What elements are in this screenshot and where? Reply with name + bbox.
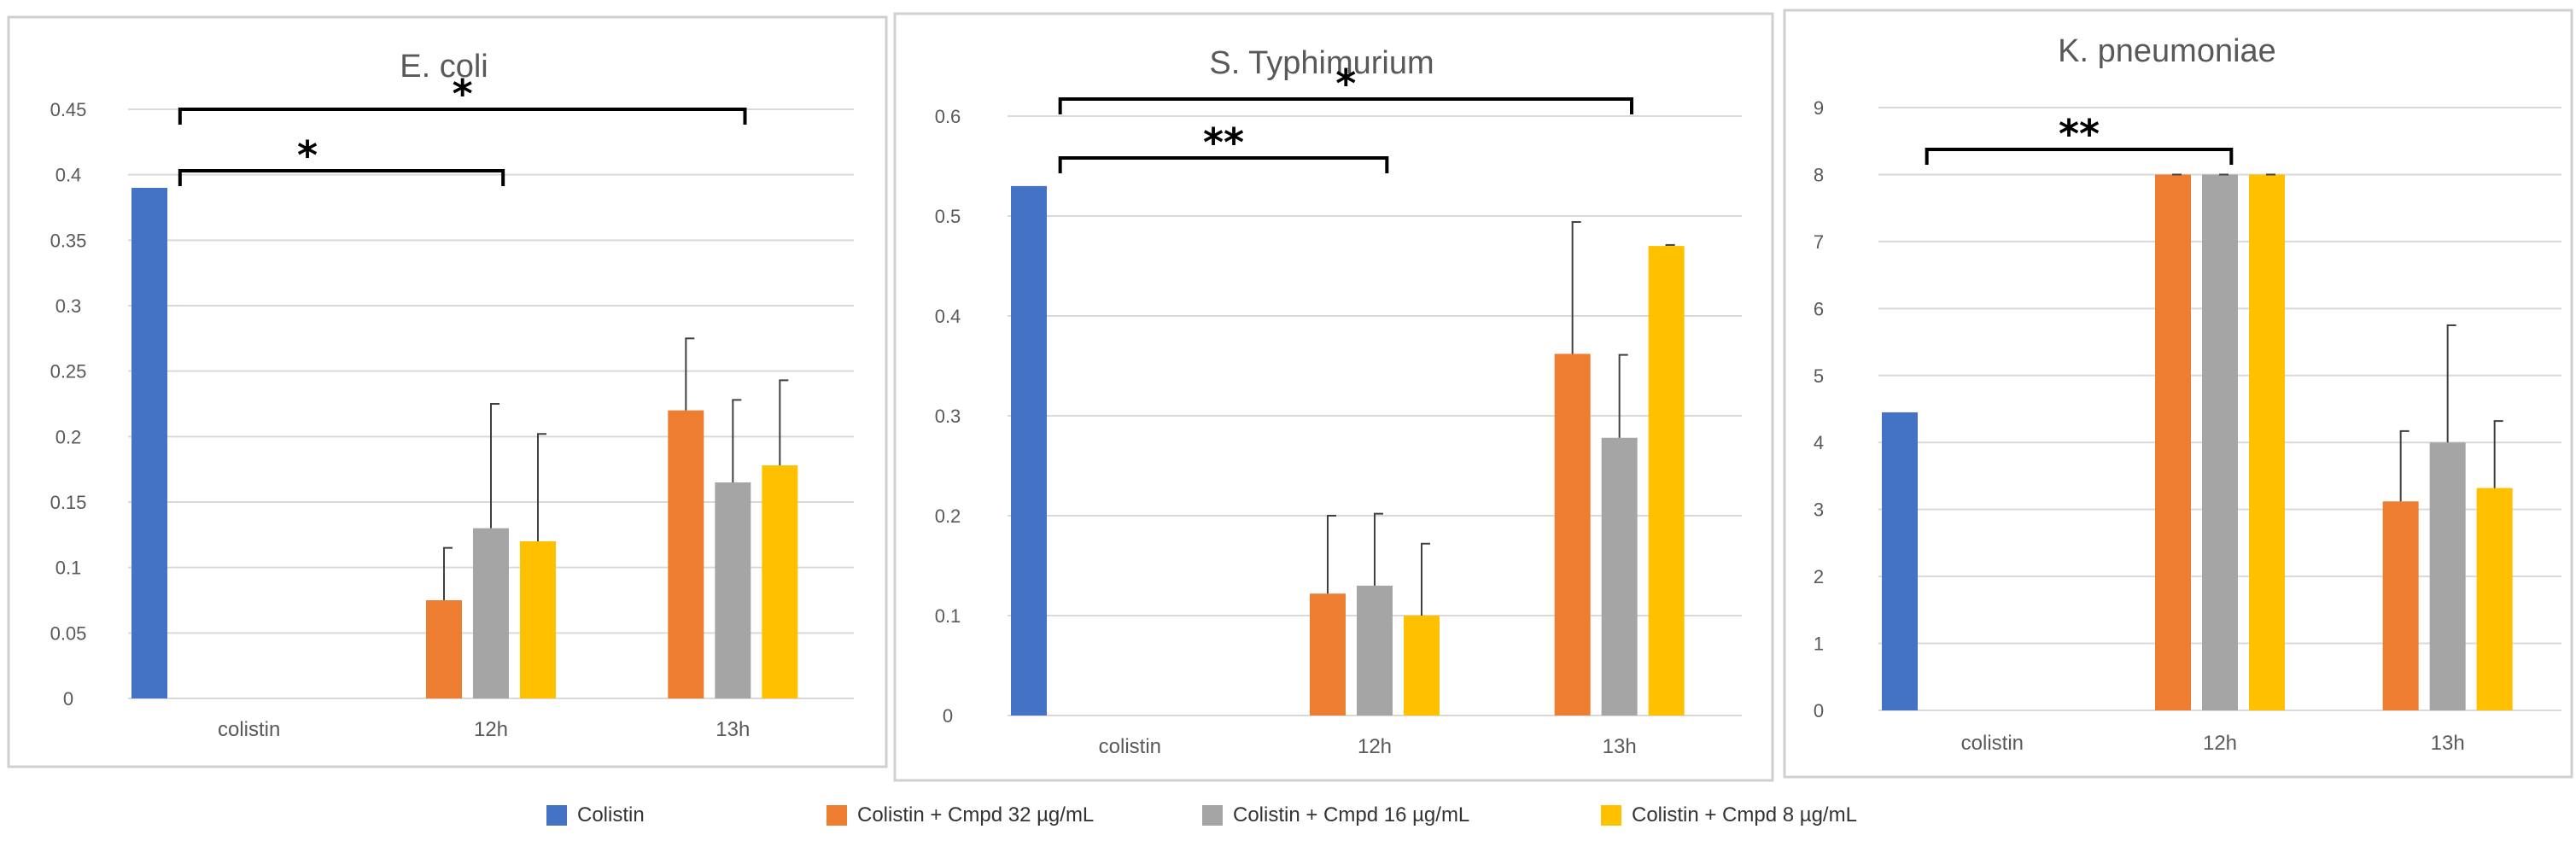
- legend-swatch: [1601, 805, 1621, 826]
- y-tick-label: 4: [1814, 432, 1824, 453]
- y-tick-label: 0.45: [50, 99, 87, 120]
- y-tick-label: 2: [1814, 566, 1824, 587]
- significance-label: *: [453, 71, 473, 117]
- bar: [2382, 501, 2419, 710]
- y-tick-label: 0.3: [55, 295, 82, 317]
- bar: [1357, 585, 1393, 715]
- y-tick-label: 0.15: [50, 492, 87, 513]
- x-category-label: 12h: [474, 718, 508, 741]
- legend-swatch: [827, 805, 847, 826]
- legend: Colistin Colistin + Cmpd 32 µg/mL Colist…: [0, 794, 2576, 837]
- bar: [426, 600, 462, 698]
- bar: [473, 528, 509, 698]
- legend-label: Colistin + Cmpd 8 µg/mL: [1632, 803, 1857, 826]
- y-tick-label: 0.4: [55, 165, 82, 186]
- significance-bracket: [1058, 156, 1389, 173]
- legend-label: Colistin + Cmpd 32 µg/mL: [857, 803, 1095, 826]
- y-tick-label: 0.6: [935, 106, 961, 127]
- chart-title: E. coli: [400, 49, 488, 85]
- x-category-label: 12h: [2203, 732, 2237, 755]
- y-tick-label: 0.1: [935, 605, 961, 627]
- bar: [1554, 353, 1591, 715]
- legend-swatch: [546, 805, 567, 826]
- y-tick-label: 6: [1814, 298, 1824, 319]
- bar: [520, 541, 556, 698]
- bar: [1648, 246, 1685, 716]
- chart-panel-1: E. coli 0 0.05 0.1 0.15 0.2 0.25 0.3 0.35 0.4 0.45…: [7, 15, 888, 768]
- bar: [2155, 174, 2191, 710]
- bar: [2202, 174, 2238, 710]
- bar: [715, 482, 751, 698]
- y-tick-label: 0.2: [935, 505, 961, 527]
- chart-panel-3: K. pneumoniae 0 1 2 3 4 5 6 7 8 9 colistin 12h 13h **: [1783, 9, 2573, 779]
- bar: [2429, 442, 2466, 710]
- significance-label: **: [1203, 120, 1244, 166]
- x-category-label: 13h: [2431, 732, 2465, 755]
- y-tick-label: 0.25: [50, 361, 87, 383]
- significance-bracket: [178, 108, 747, 125]
- y-tick-label: 0.3: [935, 406, 961, 427]
- legend-label: Colistin: [577, 803, 645, 826]
- legend-item-cmpd-16: Colistin + Cmpd 16 µg/mL: [1202, 794, 1469, 837]
- bar: [131, 188, 167, 698]
- y-tick-label: 0.1: [55, 558, 82, 579]
- bar: [668, 410, 704, 698]
- bar: [1404, 616, 1440, 715]
- bar: [762, 465, 798, 698]
- y-tick-label: 0: [943, 705, 953, 727]
- y-tick-label: 3: [1814, 499, 1824, 521]
- significance-label: *: [297, 132, 318, 178]
- y-tick-label: 0: [1814, 700, 1824, 721]
- x-category-label: 13h: [1603, 735, 1637, 758]
- y-tick-label: 7: [1814, 231, 1824, 253]
- chart-title: S. Typhimurium: [1209, 45, 1434, 81]
- y-tick-label: 1: [1814, 634, 1824, 655]
- chart-title: K. pneumoniae: [2058, 33, 2276, 69]
- y-tick-label: 0.5: [935, 206, 961, 227]
- y-tick-label: 8: [1814, 164, 1824, 185]
- legend-swatch: [1202, 805, 1223, 826]
- x-category-label: colistin: [218, 718, 280, 741]
- bar: [1601, 437, 1638, 715]
- bar: [1882, 412, 1918, 710]
- y-tick-label: 0.05: [50, 622, 87, 644]
- legend-item-cmpd-8: Colistin + Cmpd 8 µg/mL: [1601, 794, 1857, 837]
- legend-item-cmpd-32: Colistin + Cmpd 32 µg/mL: [827, 794, 1094, 837]
- y-tick-label: 5: [1814, 365, 1824, 387]
- chart-panel-2: S. Typhimurium 0 0.1 0.2 0.3 0.4 0.5 0.6 colisti…: [893, 12, 1774, 782]
- bar: [2249, 174, 2285, 710]
- x-category-label: colistin: [1099, 735, 1161, 758]
- bar: [1011, 185, 1047, 715]
- legend-label: Colistin + Cmpd 16 µg/mL: [1233, 803, 1470, 826]
- bar: [2476, 488, 2513, 710]
- significance-bracket: [178, 169, 505, 186]
- y-tick-label: 0.4: [935, 306, 961, 327]
- x-category-label: 12h: [1358, 735, 1392, 758]
- x-category-label: 13h: [716, 718, 750, 741]
- significance-bracket: [1058, 97, 1633, 114]
- y-tick-label: 0.35: [50, 230, 87, 251]
- y-tick-label: 9: [1814, 97, 1824, 119]
- y-tick-label: 0: [63, 688, 73, 710]
- bar: [1310, 593, 1346, 715]
- significance-bracket: [1925, 148, 2234, 165]
- x-category-label: colistin: [1961, 732, 2024, 755]
- significance-label: *: [1335, 61, 1356, 107]
- significance-label: **: [2059, 111, 2100, 157]
- legend-item-colistin: Colistin: [546, 794, 645, 837]
- y-tick-label: 0.2: [55, 426, 82, 447]
